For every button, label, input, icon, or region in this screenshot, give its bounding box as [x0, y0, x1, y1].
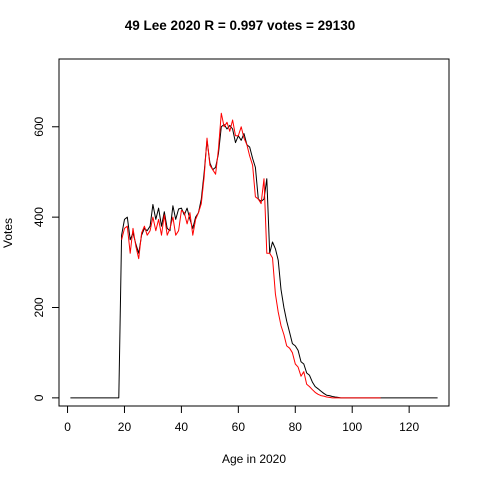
x-tick-label: 60: [232, 420, 246, 434]
plot-frame: [58, 58, 450, 407]
series-line-1: [70, 124, 438, 399]
series-line-2: [121, 112, 381, 399]
x-tick-label: 120: [399, 420, 419, 434]
x-axis-label: Age in 2020: [221, 452, 287, 466]
x-tick-label: 0: [64, 420, 71, 434]
x-tick-label: 20: [118, 420, 132, 434]
y-tick-label: 0: [32, 394, 46, 401]
y-tick-label: 200: [32, 297, 46, 317]
y-tick-label: 400: [32, 207, 46, 227]
x-tick-label: 100: [342, 420, 362, 434]
x-tick-label: 80: [289, 420, 303, 434]
axes: 0 20 40 60 80 100 120 0 200 400 600: [32, 116, 419, 434]
chart-title: 49 Lee 2020 R = 0.997 votes = 29130: [124, 18, 356, 33]
y-tick-label: 600: [32, 116, 46, 136]
series-lines: [70, 112, 438, 399]
x-tick-label: 40: [175, 420, 189, 434]
